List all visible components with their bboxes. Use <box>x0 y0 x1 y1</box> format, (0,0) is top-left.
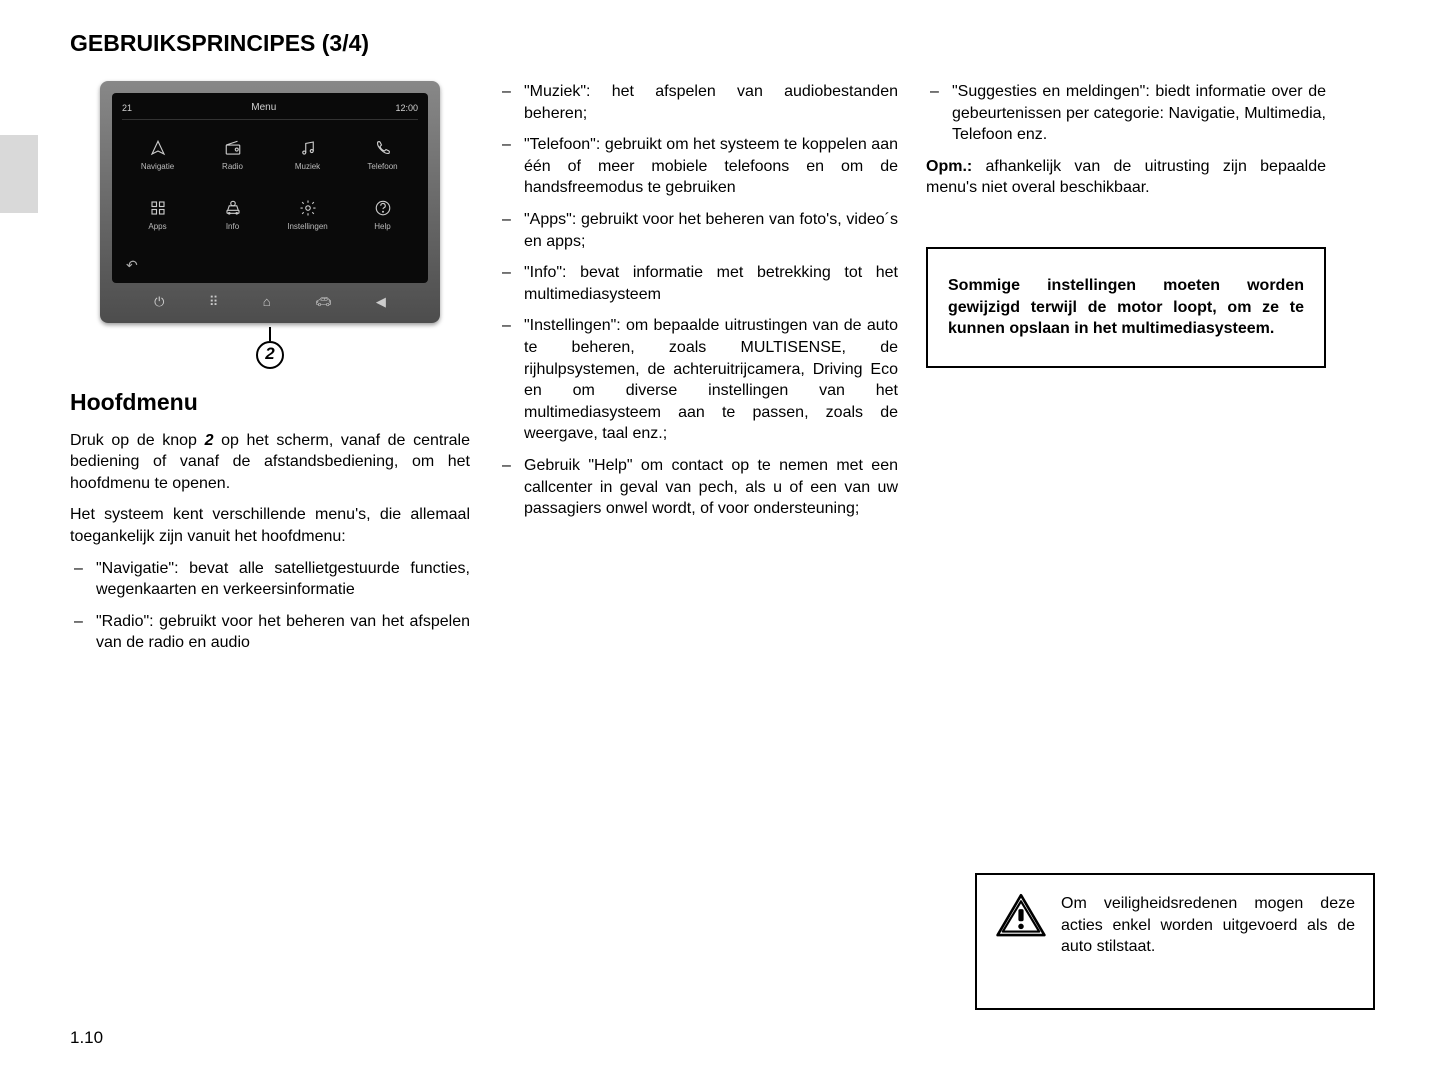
device-illustration: 21 Menu 12:00 Navigatie <box>80 81 460 369</box>
tile-help: Help <box>347 188 418 244</box>
home-icon: ⌂ <box>263 293 271 311</box>
content-columns: 21 Menu 12:00 Navigatie <box>70 81 1375 664</box>
list-item: "Navigatie": bevat alle satellietgestuur… <box>70 558 470 601</box>
list-item: "Instellingen": om bepaalde uitrustingen… <box>498 315 898 445</box>
list-item: "Radio": gebruikt voor het beheren van h… <box>70 611 470 654</box>
tile-telefoon: Telefoon <box>347 128 418 184</box>
column-2: "Muziek": het afspelen van audiobestan­d… <box>498 81 898 664</box>
paragraph: Druk op de knop 2 op het scherm, vanaf d… <box>70 430 470 495</box>
nav-arrow-icon <box>148 138 168 158</box>
list-col1: "Navigatie": bevat alle satellietgestuur… <box>70 558 470 654</box>
column-1: 21 Menu 12:00 Navigatie <box>70 81 470 664</box>
screen-temp: 21 <box>122 102 132 114</box>
list-item: "Suggesties en meldingen": biedt infor­m… <box>926 81 1326 146</box>
apps-grid-icon <box>148 198 168 218</box>
list-item: "Muziek": het afspelen van audiobestan­d… <box>498 81 898 124</box>
gear-icon <box>298 198 318 218</box>
music-note-icon <box>298 138 318 158</box>
tile-info: Info <box>197 188 268 244</box>
car-icon: 🚗︎ <box>315 293 332 311</box>
paragraph: Het systeem kent verschillende menu's, d… <box>70 504 470 547</box>
tile-radio: Radio <box>197 128 268 184</box>
volume-icon: ◀ <box>376 293 386 311</box>
tile-apps: Apps <box>122 188 193 244</box>
phone-icon <box>373 138 393 158</box>
device-hardware-buttons: ⏻ ⠿ ⌂ 🚗︎ ◀ <box>112 283 428 315</box>
warning-box: Om veiligheidsredenen mogen deze acties … <box>975 873 1375 1010</box>
menu-dots-icon: ⠿ <box>209 293 219 311</box>
callout-number: 2 <box>256 341 284 369</box>
list-item: "Telefoon": gebruikt om het systeem te k… <box>498 134 898 199</box>
list-item: Gebruik "Help" om contact op te nemen me… <box>498 455 898 520</box>
warning-text: Om veiligheidsredenen mogen deze acties … <box>1061 893 1355 958</box>
page-number: 1.10 <box>70 1028 103 1048</box>
screen-title: Menu <box>251 101 276 115</box>
page-title: GEBRUIKSPRINCIPES (3/4) <box>70 30 1375 57</box>
tile-muziek: Muziek <box>272 128 343 184</box>
screen-time: 12:00 <box>395 102 418 114</box>
tile-instellingen: Instellingen <box>272 188 343 244</box>
tile-navigatie: Navigatie <box>122 128 193 184</box>
column-3: "Suggesties en meldingen": biedt infor­m… <box>926 81 1326 664</box>
radio-icon <box>223 138 243 158</box>
section-heading-hoofdmenu: Hoofdmenu <box>70 387 470 418</box>
note-paragraph: Opm.: afhankelijk van de uitrusting zijn… <box>926 156 1326 199</box>
car-info-icon <box>223 198 243 218</box>
callout: 2 <box>80 327 460 369</box>
info-box: Sommige instellingen moeten worden gewij… <box>926 247 1326 368</box>
warning-triangle-icon <box>995 893 1047 939</box>
list-item: "Apps": gebruikt voor het beheren van fo… <box>498 209 898 252</box>
list-col3: "Suggesties en meldingen": biedt infor­m… <box>926 81 1326 146</box>
list-item: "Info": bevat informatie met betrekking … <box>498 262 898 305</box>
page-side-tab <box>0 135 38 213</box>
back-arrow-icon: ↶ <box>126 256 138 275</box>
power-icon: ⏻ <box>154 293 164 311</box>
help-icon <box>373 198 393 218</box>
list-col2: "Muziek": het afspelen van audiobestan­d… <box>498 81 898 520</box>
